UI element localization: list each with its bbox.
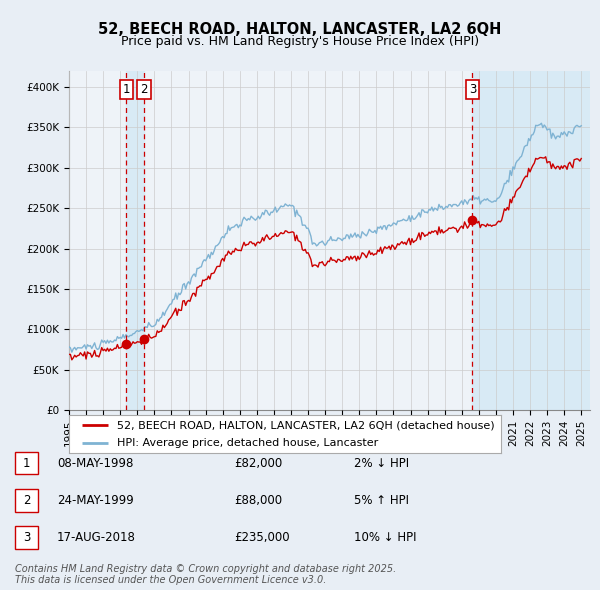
Text: 52, BEECH ROAD, HALTON, LANCASTER, LA2 6QH (detached house): 52, BEECH ROAD, HALTON, LANCASTER, LA2 6…: [116, 420, 494, 430]
Text: 3: 3: [23, 531, 30, 544]
Text: HPI: Average price, detached house, Lancaster: HPI: Average price, detached house, Lanc…: [116, 438, 378, 448]
Text: 24-MAY-1999: 24-MAY-1999: [57, 494, 134, 507]
Text: 10% ↓ HPI: 10% ↓ HPI: [354, 531, 416, 544]
Text: 2: 2: [23, 494, 30, 507]
Text: 17-AUG-2018: 17-AUG-2018: [57, 531, 136, 544]
Text: 2% ↓ HPI: 2% ↓ HPI: [354, 457, 409, 470]
Text: 5% ↑ HPI: 5% ↑ HPI: [354, 494, 409, 507]
Text: £82,000: £82,000: [234, 457, 282, 470]
Text: 08-MAY-1998: 08-MAY-1998: [57, 457, 133, 470]
Text: Contains HM Land Registry data © Crown copyright and database right 2025.
This d: Contains HM Land Registry data © Crown c…: [15, 563, 396, 585]
Text: 2: 2: [140, 83, 148, 96]
Bar: [472, 71, 590, 410]
Text: 3: 3: [469, 83, 476, 96]
Bar: [127, 71, 144, 410]
Text: Price paid vs. HM Land Registry's House Price Index (HPI): Price paid vs. HM Land Registry's House …: [121, 35, 479, 48]
Text: £235,000: £235,000: [234, 531, 290, 544]
Text: 1: 1: [23, 457, 30, 470]
Text: 1: 1: [122, 83, 130, 96]
Text: £88,000: £88,000: [234, 494, 282, 507]
Text: 52, BEECH ROAD, HALTON, LANCASTER, LA2 6QH: 52, BEECH ROAD, HALTON, LANCASTER, LA2 6…: [98, 22, 502, 37]
